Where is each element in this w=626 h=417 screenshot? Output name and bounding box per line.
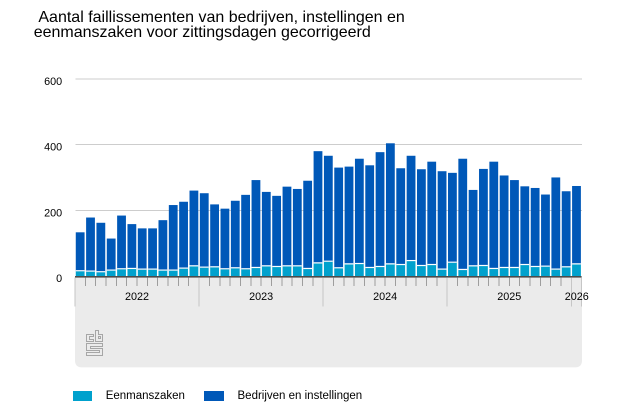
svg-text:2024: 2024 xyxy=(373,291,397,303)
svg-text:2022: 2022 xyxy=(125,291,149,303)
svg-text:400: 400 xyxy=(44,142,62,154)
svg-text:2023: 2023 xyxy=(249,291,273,303)
svg-text:2026: 2026 xyxy=(565,291,589,303)
svg-text:2025: 2025 xyxy=(497,291,521,303)
svg-text:200: 200 xyxy=(44,207,62,219)
svg-text:0: 0 xyxy=(56,273,62,285)
svg-text:600: 600 xyxy=(44,76,62,88)
